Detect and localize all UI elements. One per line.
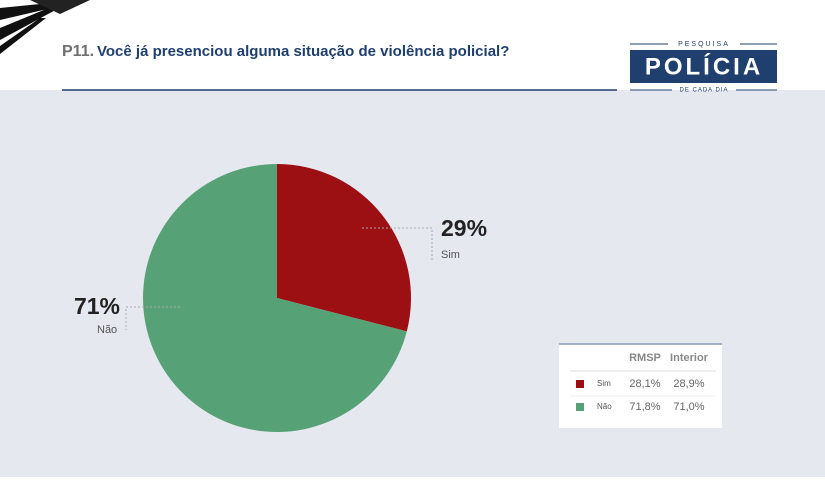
leader-lines — [125, 227, 433, 330]
logo-main: POLÍCIA — [645, 52, 763, 80]
logo-top: PESQUISA — [678, 41, 730, 48]
value-label: 29% — [441, 215, 487, 241]
chart-title: Você já presenciou alguma situação de vi… — [97, 43, 509, 60]
legend-swatch — [576, 403, 584, 411]
corner-flag — [0, 0, 90, 54]
pie-slice — [142, 164, 407, 432]
logo-box — [630, 50, 777, 83]
category-label: Sim — [441, 249, 460, 261]
pie-slice — [277, 164, 411, 332]
pie — [142, 164, 411, 432]
question-number: P11. — [62, 43, 94, 60]
leader-line — [362, 227, 433, 262]
table-header: RMSP — [629, 352, 661, 364]
table-box — [559, 344, 722, 428]
logo-bottom: DE CADA DIA — [679, 88, 728, 94]
table-header: Interior — [670, 352, 709, 364]
table-cell: 71,0% — [673, 401, 704, 413]
table-row-label: Sim — [597, 379, 611, 388]
table-cell: 28,1% — [629, 378, 660, 390]
table-row-label: Não — [597, 402, 612, 411]
legend-swatch — [576, 380, 584, 388]
table-cell: 71,8% — [629, 401, 660, 413]
leader-line — [125, 306, 180, 330]
category-label: Não — [97, 324, 117, 336]
table — [559, 343, 722, 428]
value-label: 71% — [74, 293, 120, 319]
logo: PESQUISA POLÍCIA DE CADA DIA — [630, 41, 777, 94]
table-cell: 28,9% — [673, 378, 704, 390]
